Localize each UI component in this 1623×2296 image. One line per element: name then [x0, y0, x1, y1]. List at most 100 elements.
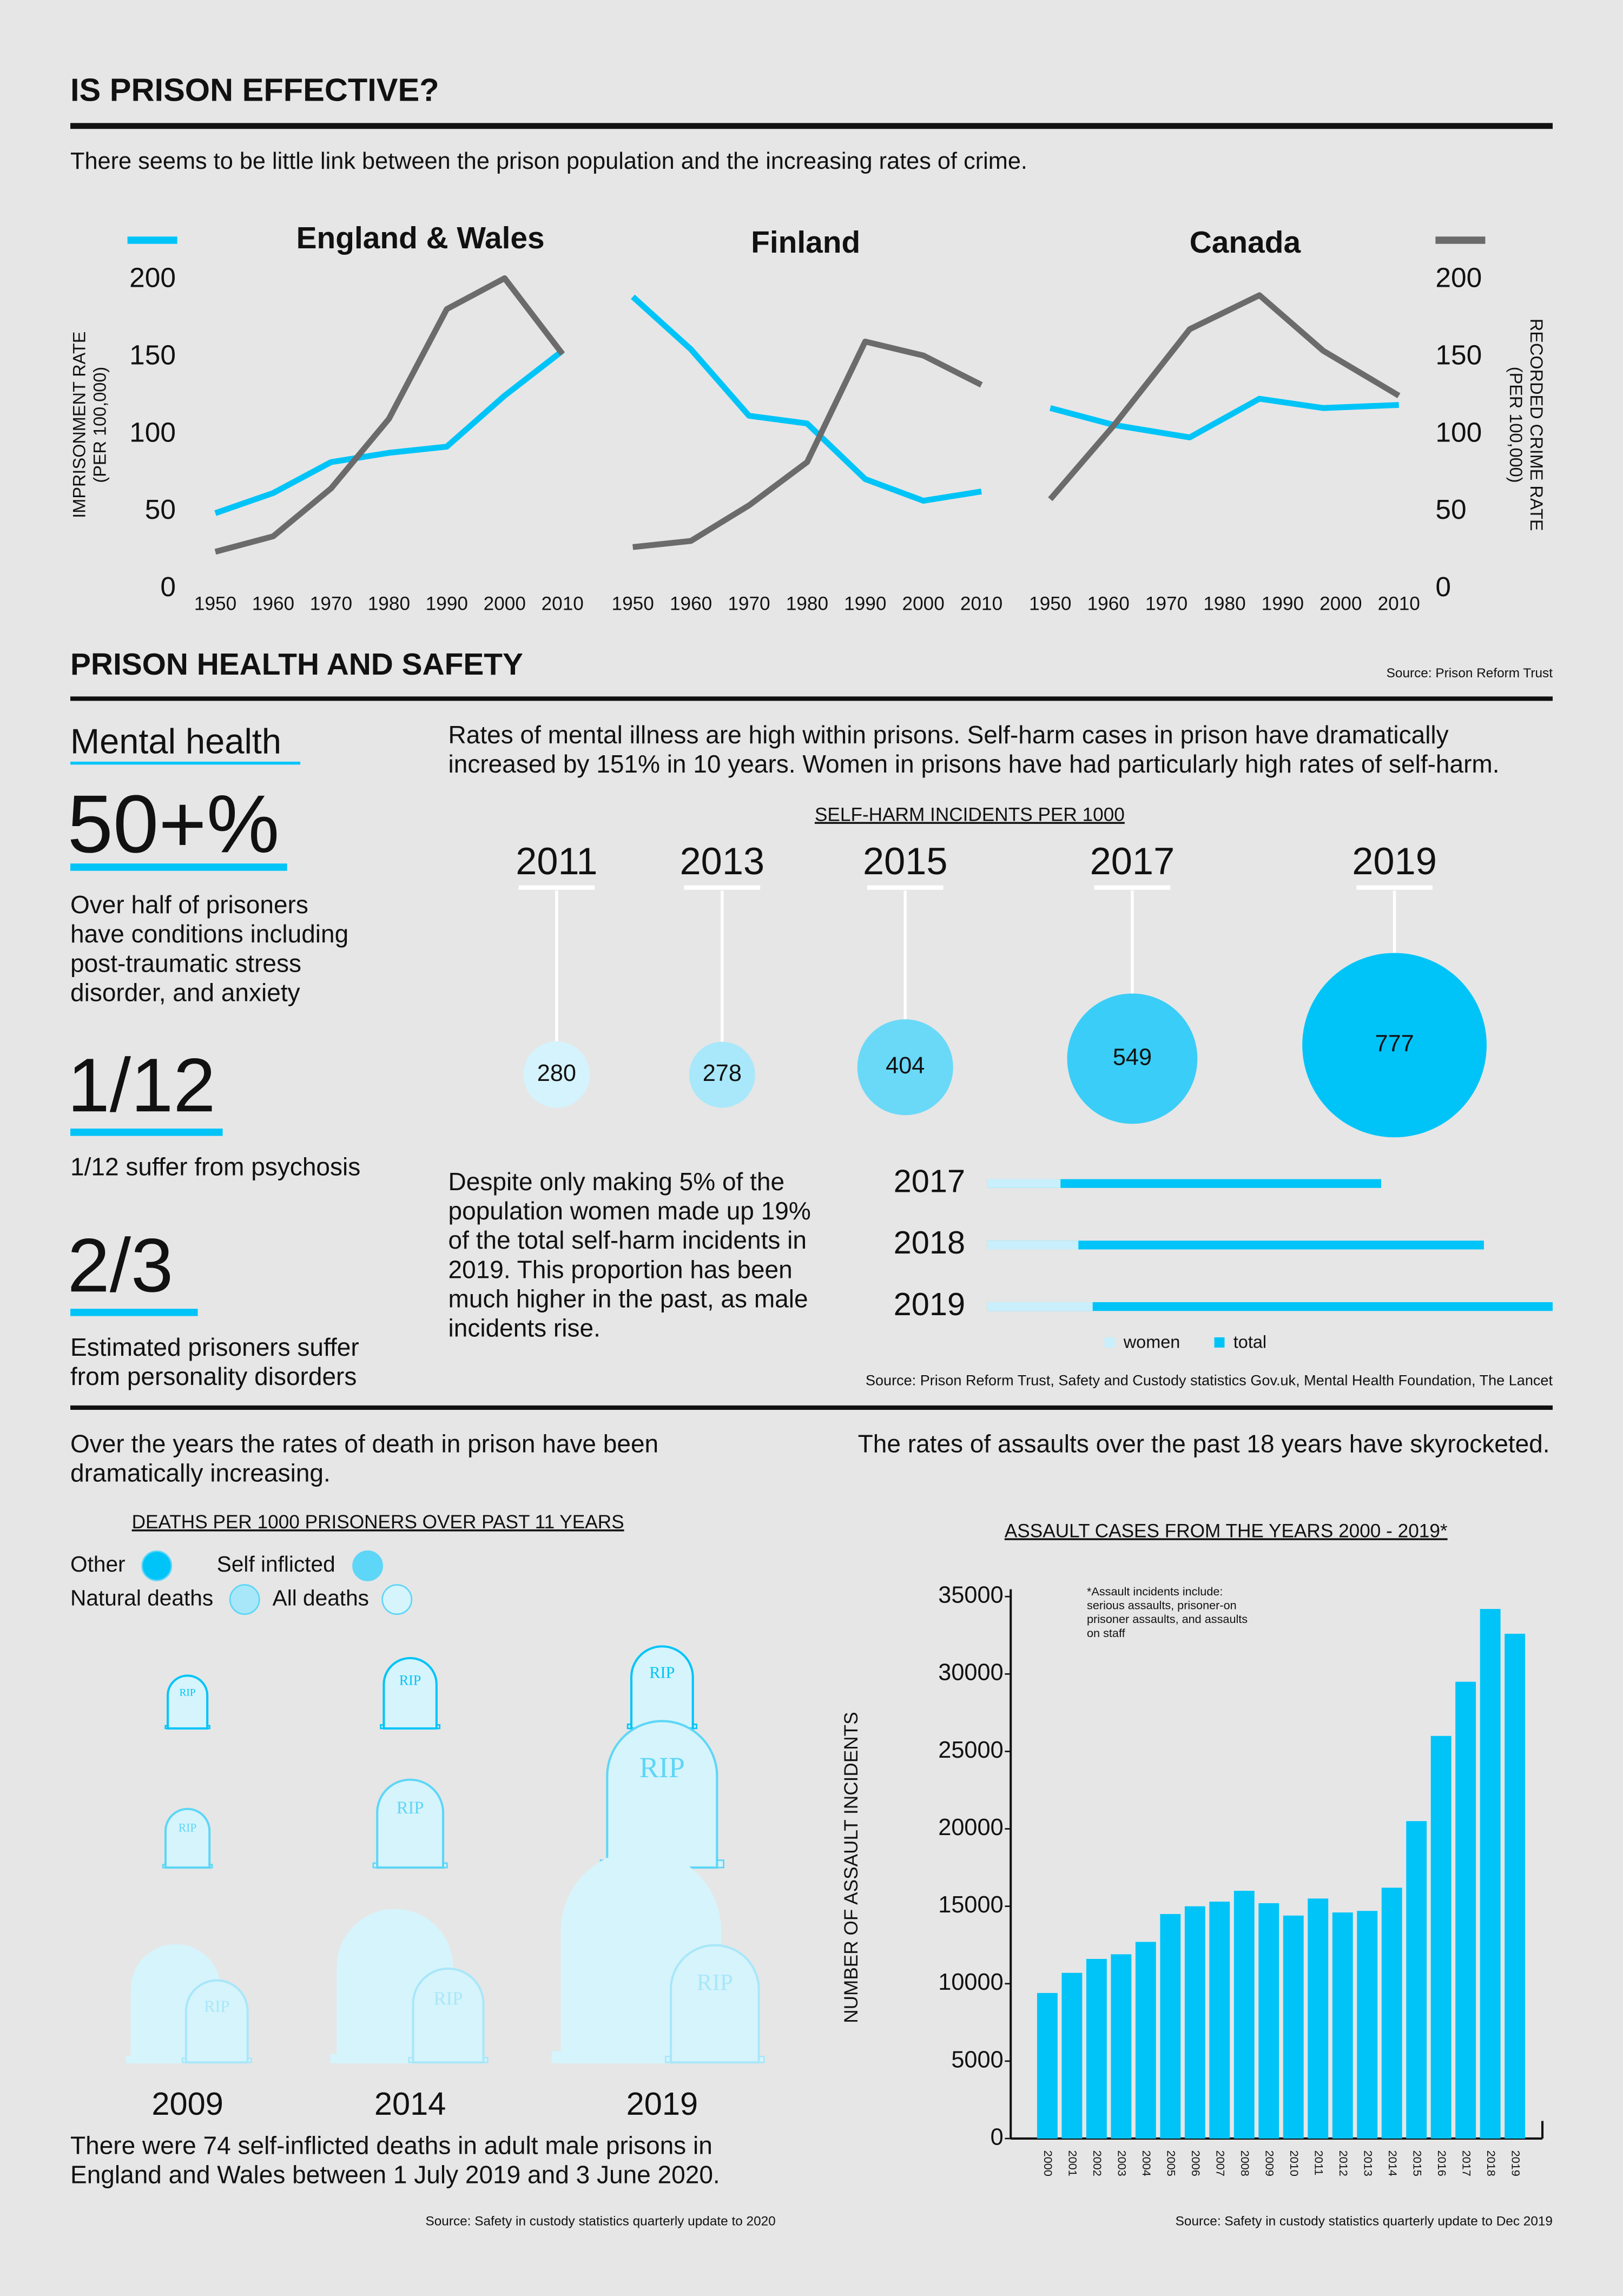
legend-label: total [1233, 1332, 1266, 1351]
y-axis-label: (PER 100,000) [90, 367, 109, 483]
category-label: 2009 [151, 2086, 223, 2122]
paragraph: population women made up 19% [448, 1197, 811, 1225]
y2-tick-label: 50 [1435, 493, 1466, 525]
category-label: 2019 [626, 2086, 698, 2122]
bar [1357, 1911, 1378, 2139]
x-tick-label: 2000 [484, 593, 526, 614]
y-axis-label: IMPRISONMENT RATE [70, 332, 89, 518]
bubble [523, 1041, 590, 1108]
x-tick-label: 1980 [368, 593, 410, 614]
y-tick-label: 5000 [951, 2047, 1003, 2073]
x-tick-label: 2012 [1337, 2150, 1350, 2176]
icon-text: RIP [608, 1895, 674, 1942]
annotation: serious assaults, prisoner-on [1087, 1598, 1237, 1612]
x-tick-label: 2010 [1378, 593, 1420, 614]
bar [1332, 1912, 1353, 2139]
y-tick-label: 0 [160, 571, 176, 602]
category-label: 2018 [894, 1224, 965, 1261]
y-tick-label: 25000 [938, 1737, 1003, 1763]
subheading: Mental health [70, 722, 281, 761]
x-tick-label: 2004 [1140, 2150, 1153, 2176]
stat-figure: 2/3 [68, 1223, 174, 1308]
x-tick-label: 2010 [1288, 2150, 1301, 2176]
x-tick-label: 2003 [1116, 2150, 1129, 2176]
legend-label: All deaths [273, 1585, 369, 1610]
x-tick-label: 2019 [1509, 2150, 1522, 2176]
x-tick-label: 2000 [1041, 2150, 1055, 2176]
icon-text: RIP [157, 1970, 194, 1996]
x-tick-label: 2002 [1091, 2150, 1104, 2176]
paragraph: dramatically increasing. [70, 1459, 331, 1487]
bar [1135, 1942, 1156, 2139]
x-tick-label: 1970 [310, 593, 352, 614]
legend-swatch [1104, 1337, 1115, 1348]
icon-text: RIP [371, 1942, 419, 1976]
subtitle: There seems to be little link between th… [70, 148, 1027, 174]
stat-text: have conditions including [70, 920, 348, 948]
source: Source: Prison Reform Trust, Safety and … [866, 1371, 1553, 1388]
panel-title: England & Wales [296, 221, 545, 255]
value-label: 280 [537, 1060, 576, 1086]
x-tick-label: 2015 [1410, 2150, 1424, 2176]
icon-text: RIP [649, 1663, 675, 1681]
y-tick-label: 150 [129, 339, 176, 371]
y2-tick-label: 100 [1435, 416, 1482, 447]
annotation: on staff [1087, 1626, 1126, 1640]
tombstone [167, 1674, 209, 1730]
bar [1406, 1821, 1427, 2139]
x-tick-label: 1990 [426, 593, 468, 614]
icon-text: RIP [434, 1988, 463, 2009]
stat-text: post-traumatic stress [70, 949, 301, 977]
icon-text: RIP [179, 1821, 197, 1834]
value-label: 549 [1113, 1044, 1152, 1070]
x-tick-label: 1990 [844, 593, 886, 614]
x-tick-label: 2000 [902, 593, 945, 614]
paragraph: Despite only making 5% of the [448, 1167, 785, 1196]
bar [987, 1241, 1484, 1250]
bar [1455, 1681, 1476, 2139]
paragraph: There were 74 self-inflicted deaths in a… [70, 2131, 712, 2159]
y-tick-label: 50 [145, 493, 176, 525]
icon-text: RIP [399, 1673, 421, 1688]
paragraph: incidents rise. [448, 1314, 601, 1342]
tombstone [184, 1979, 249, 2064]
category-label: 2013 [680, 840, 765, 882]
bar [1209, 1902, 1230, 2139]
paragraph: 2019. This proportion has been [448, 1255, 793, 1283]
bar [1480, 1609, 1501, 2139]
line-series [632, 338, 983, 550]
x-tick-label: 2010 [542, 593, 584, 614]
tombstone [630, 1645, 694, 1730]
x-tick-label: 2010 [960, 593, 1002, 614]
bar [1505, 1633, 1526, 2139]
value-label: 278 [703, 1060, 742, 1086]
x-tick-label: 1970 [728, 593, 770, 614]
bar [1381, 1888, 1402, 2139]
y2-axis-label: RECORDED CRIME RATE [1527, 319, 1546, 531]
x-tick-label: 1950 [612, 593, 654, 614]
x-tick-label: 1960 [252, 593, 294, 614]
bar [987, 1302, 1553, 1311]
bar [987, 1179, 1061, 1188]
line-series [214, 275, 565, 555]
x-tick-label: 2007 [1214, 2150, 1228, 2176]
x-tick-label: 2017 [1460, 2150, 1473, 2176]
icon-text: RIP [397, 1798, 424, 1818]
y-axis-label: NUMBER OF ASSAULT INCIDENTS [841, 1712, 862, 2023]
bar [987, 1241, 1079, 1250]
tombstone [164, 1807, 211, 1869]
x-tick-label: 1970 [1145, 593, 1187, 614]
line-series [1049, 395, 1399, 440]
legend-swatch [1214, 1337, 1225, 1348]
tombstone [412, 1967, 485, 2064]
y-tick-label: 15000 [938, 1892, 1003, 1918]
bubble [1302, 953, 1487, 1138]
icon-text: RIP [179, 1687, 195, 1699]
y-tick-label: 30000 [938, 1660, 1003, 1686]
category-label: 2011 [516, 840, 597, 882]
legend-swatch [141, 1550, 173, 1581]
line-series [631, 294, 982, 504]
stat-text: 1/12 suffer from psychosis [70, 1153, 360, 1181]
category-label: 2015 [863, 840, 948, 882]
